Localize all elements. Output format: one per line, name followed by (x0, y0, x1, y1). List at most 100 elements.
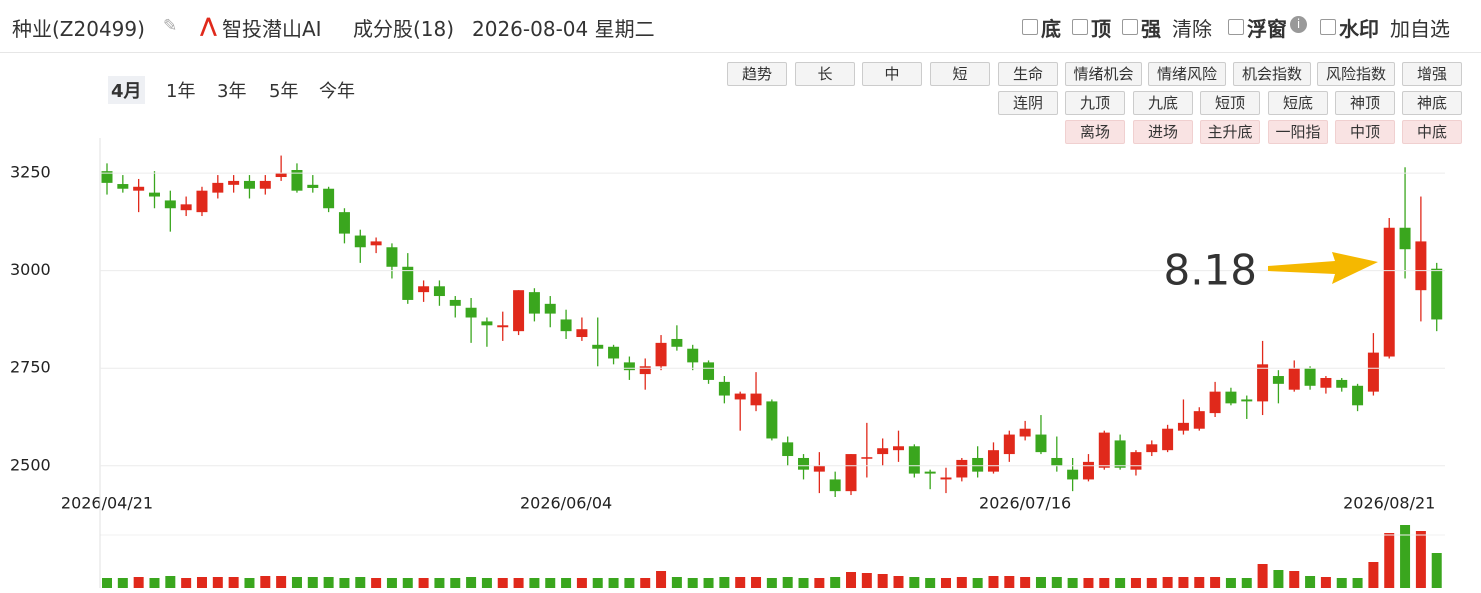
checkbox[interactable] (1320, 19, 1336, 35)
candle-body (228, 180, 240, 185)
edit-icon[interactable]: ✎ (163, 16, 178, 36)
indicator-button[interactable]: 趋势 (727, 62, 787, 86)
period-tab[interactable]: 1年 (166, 81, 196, 102)
checkbox[interactable] (1228, 19, 1244, 35)
indicator-button[interactable]: 中顶 (1335, 120, 1395, 144)
float[interactable]: 浮窗 (1247, 17, 1287, 41)
indicator-button[interactable]: 情绪风险 (1148, 62, 1226, 86)
period-tab[interactable]: 4月 (108, 76, 145, 104)
indicator-button[interactable]: 连阴 (998, 91, 1058, 115)
volume-bar (940, 578, 951, 588)
x-tick-label: 2026/07/16 (979, 494, 1071, 513)
candle-body (1336, 379, 1348, 388)
candle-body (307, 184, 319, 188)
candle-body (655, 342, 667, 367)
header: 种业(Z20499) ✎ ⋀ 智投潜山AI 成分股(18) 2026-08-04… (0, 0, 1481, 53)
watermark[interactable]: 水印 (1339, 17, 1379, 41)
candle-body (1130, 452, 1142, 470)
checkbox[interactable] (1072, 19, 1088, 35)
date: 2026-08-04 星期二 (472, 17, 655, 41)
volume-bar (877, 574, 888, 588)
info-icon[interactable]: i (1290, 16, 1307, 33)
candle-body (623, 362, 635, 371)
candle-body (956, 459, 968, 478)
candle-body (354, 235, 366, 248)
period-tab[interactable]: 3年 (217, 81, 247, 102)
indicator-button[interactable]: 机会指数 (1233, 62, 1311, 86)
indicator-button[interactable]: 中底 (1402, 120, 1462, 144)
candle-body (671, 338, 683, 347)
indicator-button[interactable]: 短顶 (1200, 91, 1260, 115)
candle-body (370, 241, 382, 246)
candle-body (734, 393, 746, 400)
indicator-button[interactable]: 九底 (1133, 91, 1193, 115)
indicator-button[interactable]: 一阳指 (1268, 120, 1328, 144)
volume-bar (1384, 533, 1395, 588)
candle-body (592, 344, 604, 349)
candle-body (212, 182, 224, 193)
volume-bar (1225, 578, 1236, 588)
candle-body (164, 200, 176, 209)
indicator-button[interactable]: 增强 (1402, 62, 1462, 86)
indicator-button[interactable]: 情绪机会 (1065, 62, 1142, 86)
constituents[interactable]: 成分股(18) (353, 17, 455, 41)
volume-bar (1336, 578, 1347, 588)
indicator-button[interactable]: 进场 (1133, 120, 1193, 144)
indicator-button[interactable]: 神顶 (1335, 91, 1395, 115)
candle-body (861, 457, 873, 459)
candle-body (1383, 227, 1395, 357)
y-tick-label: 2500 (10, 455, 51, 474)
indicator-button[interactable]: 中 (862, 62, 922, 86)
volume-bar (782, 577, 793, 588)
option[interactable]: 强 (1141, 17, 1161, 41)
volume-bar (133, 577, 144, 588)
x-tick-label: 2026/08/21 (1343, 494, 1435, 513)
clear[interactable]: 清除 (1172, 17, 1212, 41)
candle-body (465, 307, 477, 318)
candle-body (1209, 391, 1221, 414)
volume-bar (830, 577, 841, 588)
indicator-button[interactable]: 短 (930, 62, 990, 86)
volume-bar (1289, 571, 1300, 588)
candle-body (750, 393, 762, 406)
indicator-button[interactable]: 生命 (998, 62, 1058, 86)
option[interactable]: 顶 (1091, 17, 1111, 41)
volume-bar (751, 577, 762, 588)
indicator-button[interactable]: 短底 (1268, 91, 1328, 115)
volume-bar (925, 578, 936, 588)
volume-bar (814, 578, 825, 588)
volume-bar (640, 578, 651, 588)
volume-bar (323, 577, 334, 588)
indicator-button[interactable]: 风险指数 (1317, 62, 1395, 86)
add-watch[interactable]: 加自选 (1390, 17, 1450, 41)
indicator-button[interactable]: 主升底 (1200, 120, 1260, 144)
indicator-button[interactable]: 神底 (1402, 91, 1462, 115)
period-tab[interactable]: 今年 (319, 81, 355, 102)
volume-bar (1257, 564, 1268, 588)
volume-bar (1210, 577, 1221, 588)
volume-bar (1368, 562, 1379, 588)
volume-bar (1130, 578, 1141, 588)
checkbox[interactable] (1122, 19, 1138, 35)
option[interactable]: 底 (1041, 17, 1061, 41)
candle-body (133, 186, 145, 191)
volume-bar (291, 577, 302, 588)
candle-body (481, 321, 493, 326)
volume-bar (466, 577, 477, 588)
indicator-button[interactable]: 离场 (1065, 120, 1125, 144)
candle-body (877, 448, 889, 455)
period-tab[interactable]: 5年 (269, 81, 299, 102)
volume-bar (861, 573, 872, 588)
candle-body (402, 266, 414, 300)
candle-body (813, 465, 825, 472)
volume-bar (529, 578, 540, 588)
volume-bar (1067, 578, 1078, 588)
volume-bar (497, 578, 508, 588)
indicator-button[interactable]: 九顶 (1065, 91, 1125, 115)
volume-bar (1083, 578, 1094, 588)
candle-body (1082, 461, 1094, 480)
checkbox[interactable] (1022, 19, 1038, 35)
volume-bar (260, 576, 271, 588)
indicator-button[interactable]: 长 (795, 62, 855, 86)
